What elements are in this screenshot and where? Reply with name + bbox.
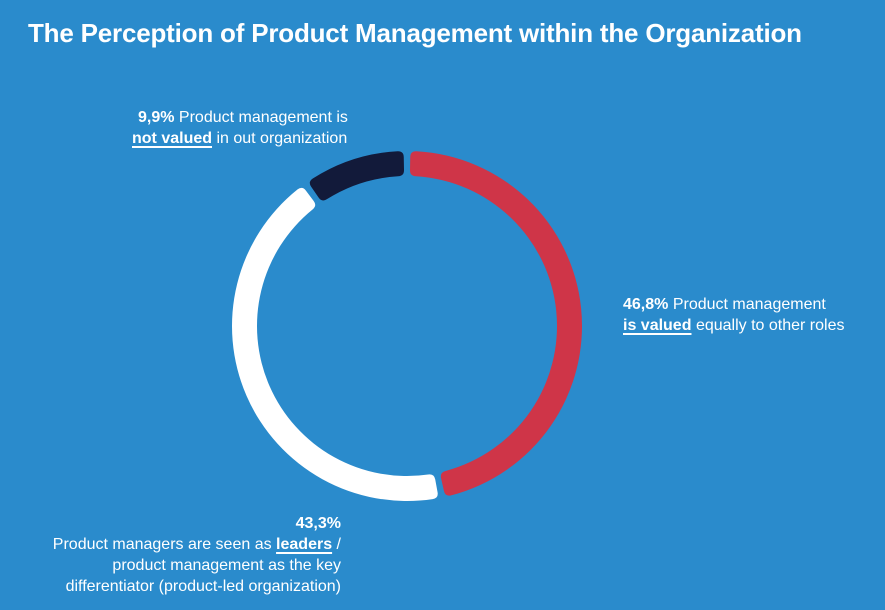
- label-valued-percent: 46,8%: [623, 296, 669, 313]
- label-not-valued-line2: not valued in out organization: [132, 130, 347, 147]
- label-not-valued-emphasis: not valued: [132, 130, 213, 147]
- label-leaders-slash: /: [336, 536, 341, 553]
- label-not-valued-text1: Product management is: [178, 109, 348, 126]
- label-leaders-line3: differentiator (product-led organization…: [65, 578, 341, 595]
- label-not-valued-text2: in out organization: [216, 130, 348, 147]
- label-leaders-line2: product management as the key: [112, 557, 341, 574]
- label-valued-line1: 46,8% Product management: [623, 294, 844, 315]
- donut-segment-2: [309, 151, 405, 201]
- label-valued-emphasis: is valued: [623, 317, 692, 334]
- label-leaders-line1: Product managers are seen as leaders /: [53, 534, 341, 555]
- label-not-valued-percent: 9,9%: [138, 109, 175, 126]
- donut-segment-0: [409, 151, 583, 496]
- label-valued-equally: 46,8% Product management is valued equal…: [623, 294, 844, 336]
- label-leaders-percent: 43,3%: [295, 515, 341, 532]
- label-leaders: 43,3% Product managers are seen as leade…: [53, 513, 341, 597]
- chart-title: The Perception of Product Management wit…: [28, 18, 802, 48]
- label-valued-text1: Product management: [672, 296, 826, 313]
- donut-segment-1: [232, 187, 438, 501]
- label-valued-line2: is valued equally to other roles: [623, 315, 844, 336]
- label-not-valued: 9,9% Product management is not valued in…: [132, 107, 348, 149]
- label-leaders-emphasis: leaders: [276, 536, 333, 553]
- label-valued-text2: equally to other roles: [695, 317, 845, 334]
- label-leaders-text1: Product managers are seen as: [52, 536, 272, 553]
- label-not-valued-line1: 9,9% Product management is: [132, 107, 348, 128]
